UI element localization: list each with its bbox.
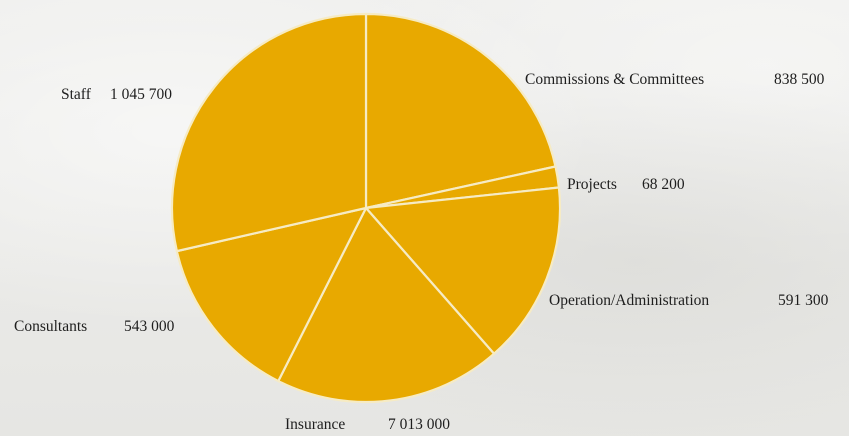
slice-consultants [175, 206, 368, 383]
slice-label-insurance: Insurance [285, 416, 345, 433]
slice-label-commissions-committees: Commissions & Committees [525, 71, 704, 88]
slice-value-projects: 68 200 [642, 176, 685, 193]
slice-label-staff: Staff [61, 86, 92, 103]
slice-staff [170, 12, 368, 253]
slice-label-projects: Projects [567, 176, 617, 193]
slice-label-consultants: Consultants [14, 318, 87, 335]
slice-value-consultants: 543 000 [124, 318, 175, 335]
slice-commissions-committees [364, 12, 557, 210]
slice-label-operation-administration: Operation/Administration [549, 292, 709, 309]
pie-slices [170, 12, 562, 404]
slice-operation-administration [364, 186, 562, 355]
slice-value-insurance: 7 013 000 [388, 416, 450, 433]
slice-value-operation-administration: 591 300 [778, 292, 829, 309]
slice-labels: Commissions & Committees Projects Operat… [14, 71, 829, 433]
slice-value-commissions-committees: 838 500 [774, 71, 825, 88]
slice-value-staff: 1 045 700 [110, 86, 172, 103]
slice-insurance [277, 206, 496, 404]
